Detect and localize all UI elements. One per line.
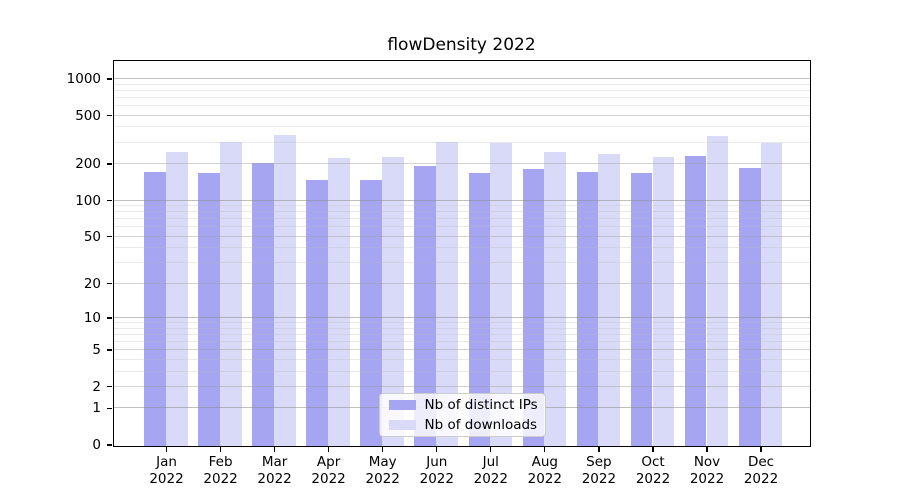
x-tick-label: Jan 2022 — [149, 454, 184, 487]
x-tick-label: May 2022 — [365, 454, 400, 487]
plot-area: Nb of distinct IPs Nb of downloads — [112, 59, 811, 447]
y-tick-label: 200 — [75, 156, 101, 172]
y-tick-mark — [107, 78, 112, 80]
x-tick-mark — [274, 446, 276, 452]
y-tick-mark — [107, 236, 112, 238]
x-tick-mark — [219, 446, 222, 452]
x-tick-label: Nov 2022 — [689, 454, 725, 487]
x-tick-mark — [706, 446, 708, 452]
y-tick-mark — [107, 317, 112, 319]
x-tick-mark — [652, 446, 654, 452]
bar-downloads — [490, 143, 513, 446]
legend: Nb of distinct IPs Nb of downloads — [378, 392, 546, 437]
y-tick-mark — [107, 444, 112, 446]
y-tick-mark — [107, 115, 112, 117]
y-tick-mark — [107, 386, 112, 388]
bar-distinct-ips — [306, 180, 329, 446]
y-tick-mark — [107, 163, 112, 165]
x-tick-mark — [490, 446, 492, 452]
y-tick-label: 5 — [92, 342, 101, 359]
y-tick-label: 0 — [92, 437, 101, 453]
y-tick-mark — [107, 199, 112, 202]
bar-distinct-ips — [684, 156, 707, 446]
x-tick-label: Feb 2022 — [203, 454, 238, 487]
bar-distinct-ips — [144, 171, 166, 446]
bar-distinct-ips — [630, 173, 653, 446]
y-tick-label: 100 — [75, 192, 101, 209]
legend-swatch-distinct-ips — [388, 399, 416, 410]
bar-downloads — [598, 154, 621, 446]
x-tick-mark — [760, 446, 762, 452]
bar-distinct-ips — [414, 165, 437, 446]
x-tick-label: Jul 2022 — [473, 454, 508, 487]
bar-distinct-ips — [252, 163, 275, 446]
y-tick-label: 10 — [83, 310, 101, 326]
bar-downloads — [382, 157, 404, 446]
legend-item-distinct-ips: Nb of distinct IPs — [388, 396, 538, 413]
x-tick-mark — [598, 446, 600, 452]
legend-swatch-downloads — [388, 419, 416, 430]
y-tick-label: 50 — [83, 228, 101, 245]
legend-label-distinct-ips: Nb of distinct IPs — [424, 396, 538, 413]
x-tick-mark — [436, 446, 438, 452]
y-tick-mark — [107, 283, 112, 285]
y-tick-label: 20 — [83, 275, 101, 292]
bar-distinct-ips — [738, 167, 761, 446]
chart-title: flowDensity 2022 — [387, 35, 536, 55]
legend-item-downloads: Nb of downloads — [388, 416, 538, 433]
bar-downloads — [328, 158, 350, 446]
bar-downloads — [274, 134, 296, 446]
bar-downloads — [544, 152, 567, 446]
y-tick-label: 2 — [92, 378, 101, 395]
bar-distinct-ips — [198, 172, 221, 446]
y-tick-label: 1 — [92, 400, 101, 417]
x-tick-label: Jun 2022 — [419, 454, 454, 487]
bar-downloads — [760, 142, 783, 446]
bar-distinct-ips — [360, 180, 383, 446]
x-tick-label: Aug 2022 — [527, 454, 562, 487]
legend-label-downloads: Nb of downloads — [424, 416, 538, 433]
x-tick-label: Oct 2022 — [635, 454, 671, 487]
x-tick-mark — [165, 446, 168, 452]
x-tick-mark — [544, 446, 546, 452]
y-tick-label: 500 — [75, 107, 101, 124]
bars-layer — [114, 61, 810, 446]
bar-distinct-ips — [576, 171, 599, 446]
x-tick-label: Dec 2022 — [743, 454, 779, 487]
x-tick-mark — [328, 446, 330, 452]
bar-downloads — [220, 142, 242, 446]
y-tick-mark — [107, 349, 112, 351]
bar-downloads — [166, 152, 188, 446]
bar-downloads — [436, 142, 459, 446]
bar-distinct-ips — [468, 172, 491, 446]
bar-downloads — [652, 156, 675, 446]
bar-distinct-ips — [522, 168, 545, 446]
y-tick-label: 1000 — [66, 70, 101, 87]
x-tick-label: Apr 2022 — [311, 454, 346, 487]
bar-downloads — [706, 135, 729, 446]
x-tick-label: Sep 2022 — [581, 454, 617, 487]
x-tick-mark — [382, 446, 384, 452]
x-tick-label: Mar 2022 — [257, 454, 292, 487]
y-tick-mark — [107, 407, 112, 409]
